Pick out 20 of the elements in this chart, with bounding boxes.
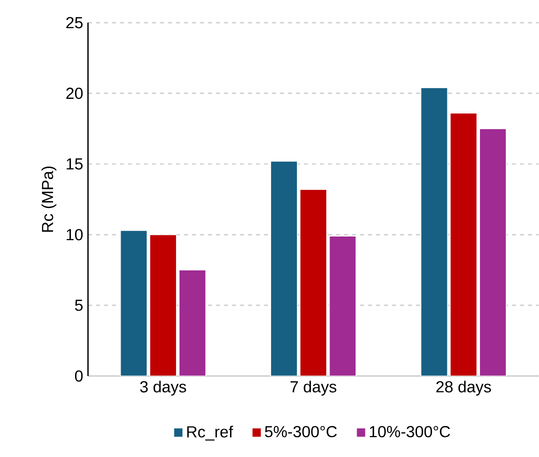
bar [120,230,148,376]
y-axis-title: Rc (MPa) [41,166,56,232]
bar [420,87,448,376]
x-tick-label: 28 days [436,380,491,396]
bar [178,270,206,376]
x-tick-label: 7 days [290,380,336,396]
bar [328,236,356,376]
bar [270,160,298,376]
y-tick-label: 20 [66,88,83,99]
y-tick-label: 25 [66,17,83,28]
y-tick-label: 5 [75,300,83,311]
legend-label: 5%-300°C [264,426,337,438]
y-tick-label: 15 [66,158,83,170]
y-tick-label: 10 [66,229,83,240]
bar [300,189,328,376]
x-tick-label: 3 days [140,380,186,396]
bar [479,128,507,376]
legend-label: Rc_ref [187,426,234,441]
y-tick-label: 0 [75,370,83,382]
legend-label: 10%-300°C [370,426,450,438]
